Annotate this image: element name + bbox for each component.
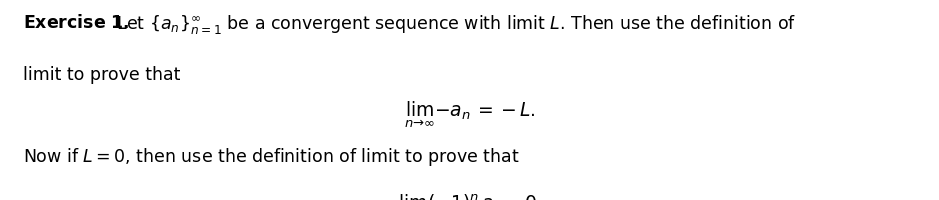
Text: Let $\{a_n\}_{n=1}^{\infty}$ be a convergent sequence with limit $L$. Then use t: Let $\{a_n\}_{n=1}^{\infty}$ be a conver…: [111, 14, 796, 37]
Text: Now if $L = 0$, then use the definition of limit to prove that: Now if $L = 0$, then use the definition …: [23, 146, 520, 168]
Text: limit to prove that: limit to prove that: [23, 66, 181, 84]
Text: $\mathbf{Exercise\ 1.}$: $\mathbf{Exercise\ 1.}$: [23, 14, 130, 32]
Text: $\lim_{n\to\infty} -a_n = -L.$: $\lim_{n\to\infty} -a_n = -L.$: [404, 100, 535, 130]
Text: $\lim_{n\to\infty} (-1)^n a_n = 0.$: $\lim_{n\to\infty} (-1)^n a_n = 0.$: [396, 192, 543, 200]
